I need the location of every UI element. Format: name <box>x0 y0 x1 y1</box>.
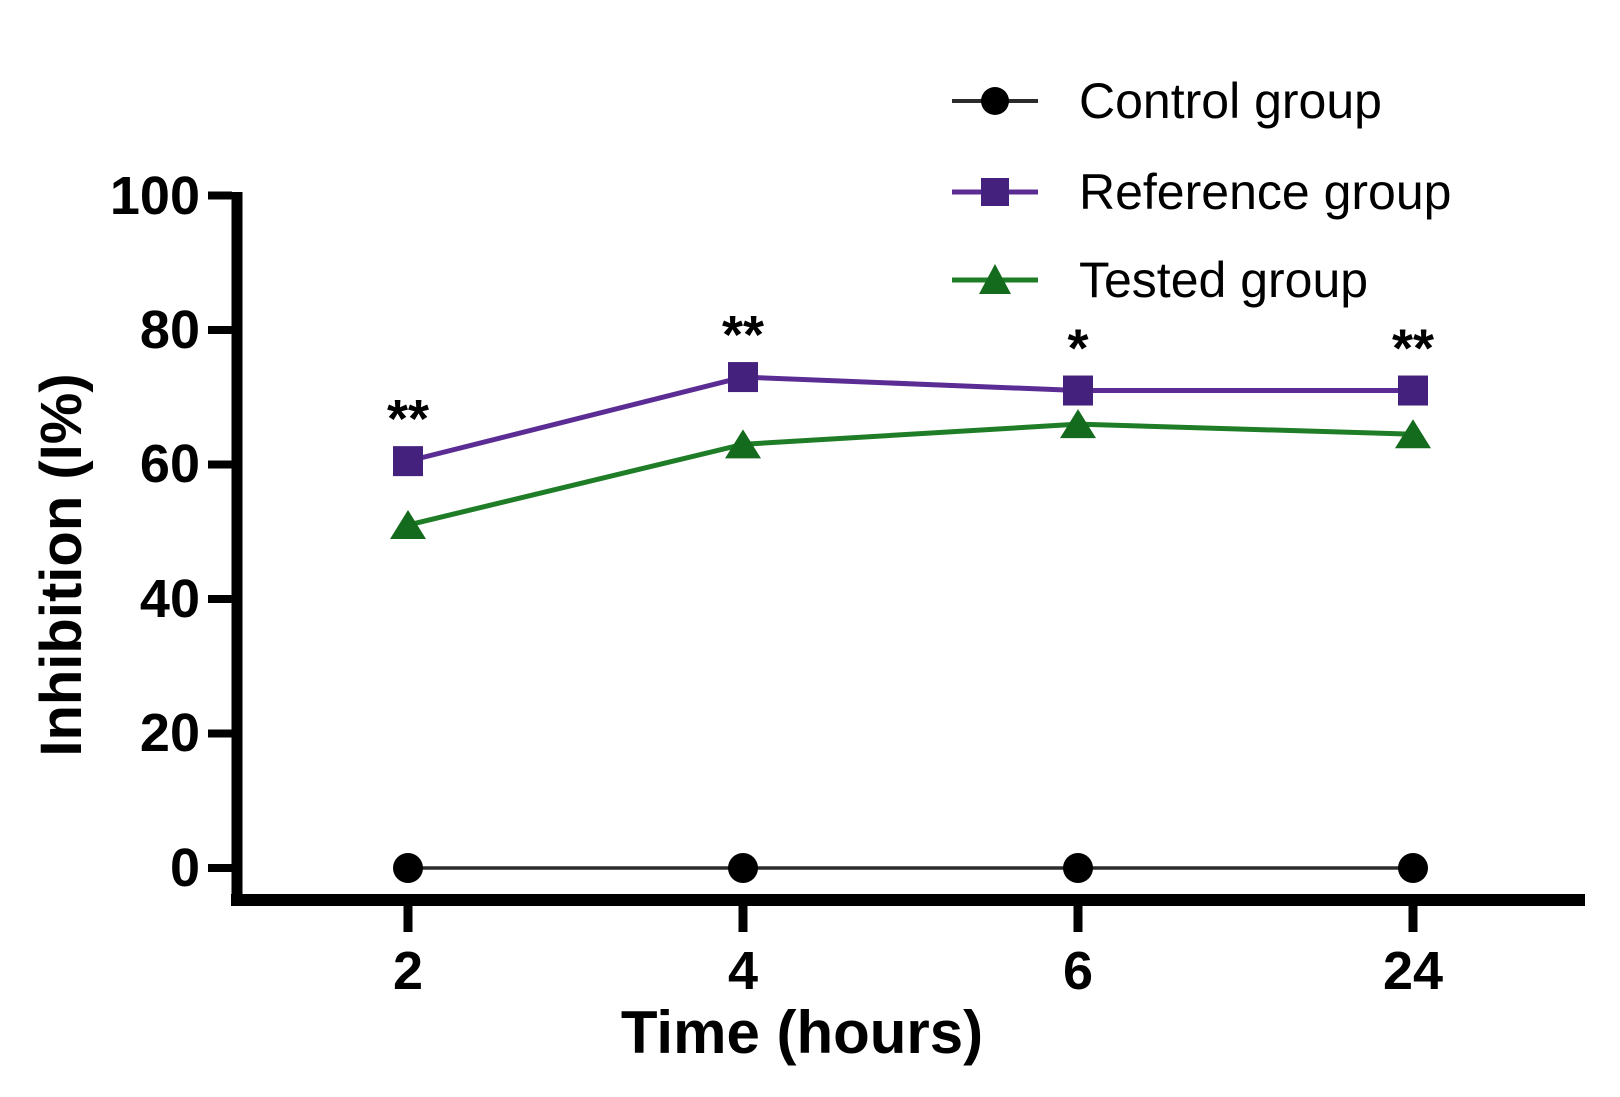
significance-annotation: * <box>1067 319 1088 379</box>
legend-triangle-marker-icon <box>952 264 1038 294</box>
legend-circle-marker-icon <box>952 87 1038 115</box>
significance-annotation: ** <box>1392 319 1434 379</box>
y-tick-label: 0 <box>169 838 200 898</box>
x-tick-label: 24 <box>1382 941 1444 1001</box>
y-tick-label: 100 <box>109 166 200 226</box>
marker-circle-control-group <box>1398 853 1428 883</box>
series-line-tested-group <box>407 421 1414 528</box>
significance-annotation: ** <box>722 305 764 365</box>
y-axis-title: Inhibition (I%) <box>29 373 94 757</box>
y-tick-label: 40 <box>139 569 200 629</box>
x-tick-label: 4 <box>727 941 759 1001</box>
y-tick-label: 20 <box>139 703 200 763</box>
legend-item-reference-group: Reference group <box>950 164 1451 220</box>
marker-square-reference-group <box>1398 375 1428 406</box>
series-line-reference-group <box>407 374 1413 464</box>
y-tick-label: 80 <box>139 300 200 360</box>
marker-square-reference-group <box>1063 375 1093 406</box>
marker-triangle-tested-group <box>725 429 761 459</box>
x-tick-label: 2 <box>392 941 424 1001</box>
marker-circle-control-group <box>1063 853 1093 883</box>
marker-circle-control-group <box>393 853 423 883</box>
marker-square-reference-group <box>728 362 758 393</box>
marker-circle-control-group <box>728 853 758 883</box>
legend-item-tested-group: Tested group <box>950 252 1368 308</box>
x-axis-title: Time (hours) <box>620 999 984 1066</box>
legend-label: Reference group <box>1079 164 1452 220</box>
marker-triangle-tested-group <box>1060 409 1096 439</box>
y-tick-label: 60 <box>139 434 200 494</box>
x-tick-label: 6 <box>1062 941 1094 1001</box>
legend-label: Tested group <box>1079 252 1369 308</box>
marker-square-reference-group <box>393 446 423 477</box>
marker-triangle-tested-group <box>390 510 426 540</box>
legend-square-marker-icon <box>952 178 1038 206</box>
significance-annotation: ** <box>387 389 429 449</box>
legend-label: Control group <box>1079 73 1382 129</box>
marker-triangle-tested-group <box>1395 419 1431 449</box>
legend-item-control-group: Control group <box>950 73 1382 129</box>
